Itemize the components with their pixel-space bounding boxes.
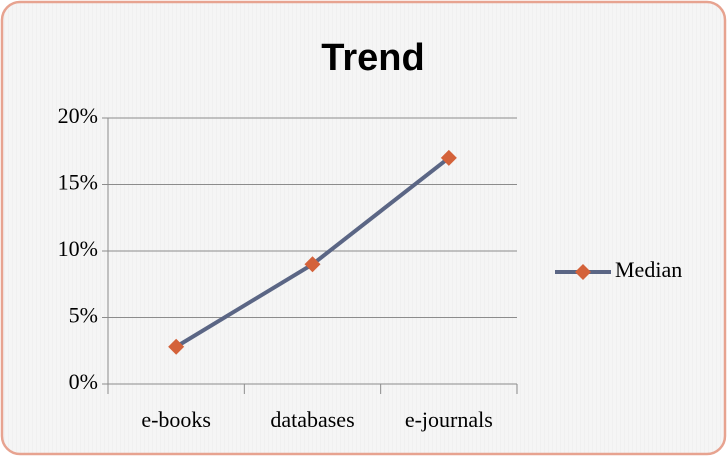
y-tick-label: 10% — [58, 236, 98, 261]
x-tick-label: e-books — [141, 407, 211, 432]
y-tick-label: 0% — [69, 369, 98, 394]
chart-title: Trend — [321, 37, 424, 79]
x-tick-label: databases — [270, 407, 354, 432]
x-tick-label: e-journals — [405, 407, 493, 432]
legend-marker — [575, 264, 591, 280]
data-point — [304, 256, 321, 273]
data-point — [168, 338, 185, 355]
y-tick-label: 5% — [69, 303, 98, 328]
legend-label: Median — [615, 257, 682, 282]
y-tick-label: 20% — [58, 103, 98, 128]
y-tick-label: 15% — [58, 170, 98, 195]
data-point — [440, 149, 457, 166]
